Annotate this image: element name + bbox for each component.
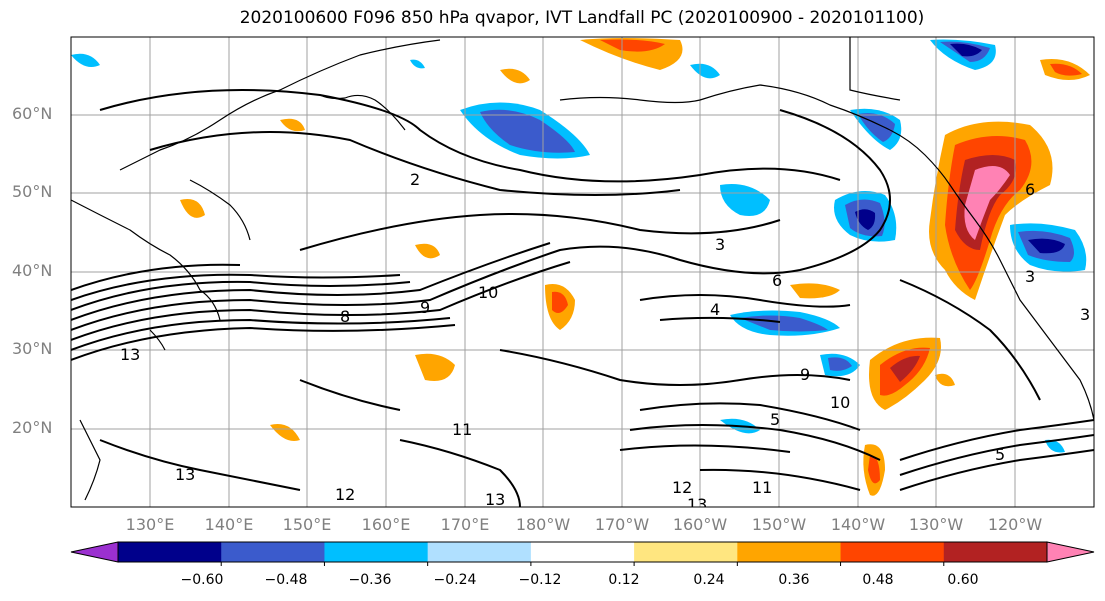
lon-label: 130°W	[908, 515, 964, 534]
map-title: 2020100600 F096 850 hPa qvapor, IVT Land…	[239, 8, 925, 28]
contour-label: 4	[710, 300, 720, 319]
contour-label: 11	[752, 478, 772, 497]
contour-label: 10	[830, 393, 850, 412]
contour-label: 2	[410, 170, 420, 189]
lon-label: 160°W	[672, 515, 728, 534]
lat-label: 50°N	[12, 182, 53, 201]
contour-label: 6	[772, 271, 782, 290]
contour-label: 13	[687, 495, 707, 514]
lat-label: 30°N	[12, 339, 53, 358]
anomaly-shading	[71, 38, 1090, 496]
graticule	[71, 37, 1094, 507]
colorbar-tick-label: 0.48	[862, 572, 894, 588]
lon-label: 140°W	[830, 515, 886, 534]
colorbar-tick-label: −0.24	[433, 572, 477, 588]
contour-label: 3	[715, 235, 725, 254]
contour-label: 10	[478, 283, 498, 302]
ivt-contours	[71, 89, 1094, 507]
lon-label: 150°E	[282, 515, 332, 534]
contour-label: 3	[1080, 305, 1090, 324]
colorbar-tick-label: −0.36	[348, 572, 392, 588]
lat-label: 20°N	[12, 418, 53, 437]
colorbar-tick-label: 0.24	[693, 572, 725, 588]
contour-label: 13	[485, 490, 505, 509]
colorbar-tick-label: 0.12	[608, 572, 640, 588]
lon-label: 150°W	[751, 515, 807, 534]
contour-label: 11	[452, 420, 472, 439]
contour-label: 13	[175, 465, 195, 484]
lat-label: 60°N	[12, 104, 53, 123]
contour-label: 12	[335, 485, 355, 504]
contour-label: 13	[120, 345, 140, 364]
lon-label: 170°W	[594, 515, 650, 534]
colorbar-tick-label: 0.60	[947, 572, 979, 588]
contour-label: 8	[340, 307, 350, 326]
lon-label: 120°W	[987, 515, 1043, 534]
contour-label: 6	[1025, 180, 1035, 199]
map-frame	[70, 36, 1095, 508]
lon-label: 160°E	[361, 515, 411, 534]
contour-label-group: 2 3 4 5 6 8 9 10 11 12 13 12 13 11 13 13…	[120, 170, 1090, 514]
lon-label: 140°E	[204, 515, 254, 534]
lon-label: 180°W	[515, 515, 571, 534]
colorbar-tick-label: 0.36	[778, 572, 810, 588]
contour-label: 3	[1025, 267, 1035, 286]
contour-label: 5	[770, 410, 780, 429]
lat-label: 40°N	[12, 261, 53, 280]
contour-label: 9	[800, 365, 810, 384]
lon-label: 130°E	[125, 515, 175, 534]
lon-label: 170°E	[440, 515, 490, 534]
contour-label: 12	[672, 478, 692, 497]
colorbar-tick-label: −0.60	[180, 572, 224, 588]
colorbar-tick-label: −0.12	[518, 572, 562, 588]
contour-label: 9	[420, 298, 430, 317]
colorbar-tick-label: −0.48	[264, 572, 308, 588]
contour-label: 5	[995, 445, 1005, 464]
